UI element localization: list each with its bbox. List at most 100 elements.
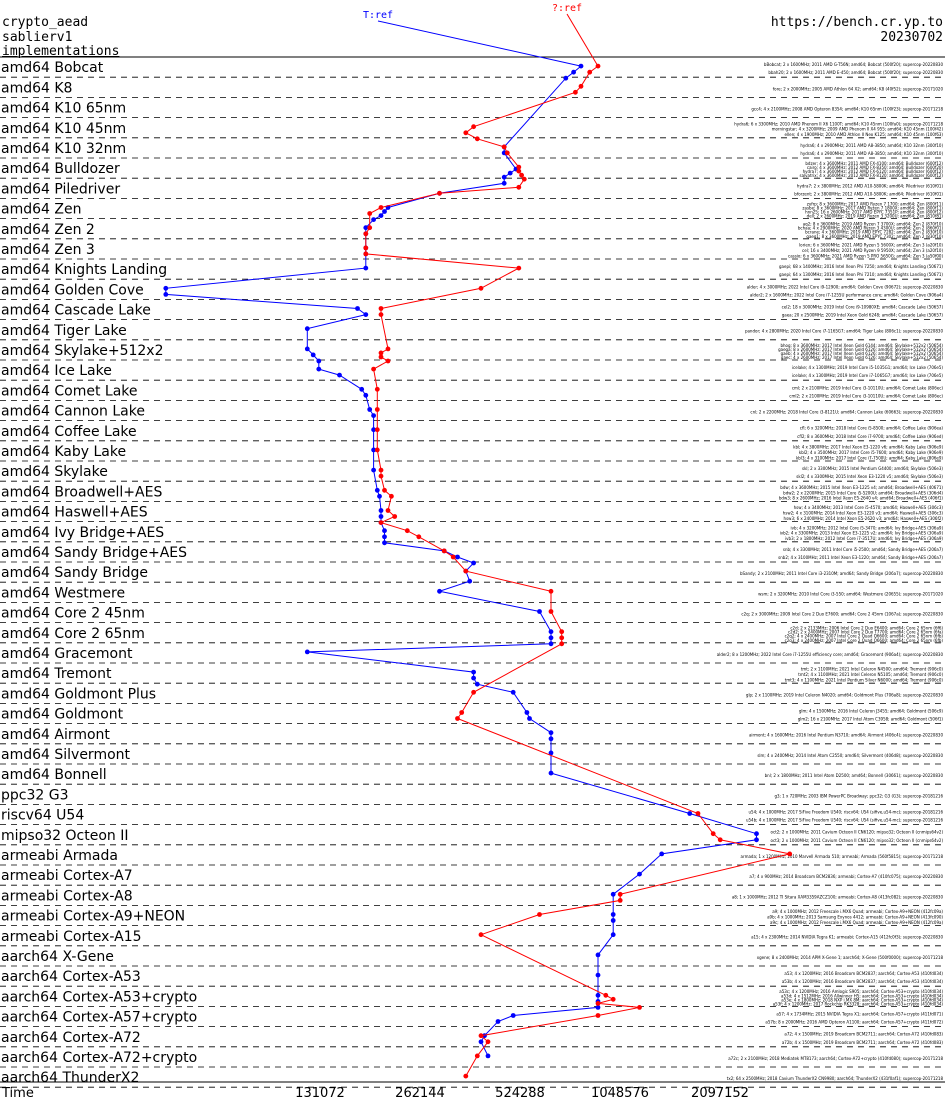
data-point [437,588,442,594]
machine-note: tmt; 2 x 1100MHz; 2021 Intel Celeron N45… [801,667,944,672]
data-point [363,312,369,317]
data-point [316,358,322,364]
x-tick-label: 2097152 [691,1086,749,1101]
series-line-0 [165,65,757,1057]
machine-note: g3; 1 x 720MHz; 2003 IBM PowerPC Broadwa… [774,793,943,798]
legend-label: ?:ref [552,3,582,14]
data-point [455,554,460,560]
row-label: mipso32 Octeon II [1,828,129,844]
data-point [474,681,480,687]
row-label: amd64 Piledriver [1,181,120,197]
machine-note: hydra6; 6 x 3300MHz; 2010 AMD Phenom II … [734,121,943,126]
data-point [787,851,793,857]
data-point [474,1053,480,1059]
machine-note: c2q3; 4 x 2400MHz; 2007 Intel Core 2 Qua… [785,638,944,643]
row-label: amd64 Skylake [1,464,108,480]
data-point [463,1073,469,1079]
legend-label: T:ref [363,10,393,21]
data-point [687,811,693,816]
machine-note: cairo; 4 x 3600MHz; 2012 AMD FX-8350; am… [807,165,944,170]
machine-note: a57; 4 x 1734MHz; 2015 NVIDIA Tegra X1; … [776,1011,943,1016]
machine-note: hsw; 4 x 3400MHz; 2013 Intel Core i5-457… [794,505,944,510]
machine-note: ivb; 4 x 3200MHz; 2012 Intel Core i5-347… [791,525,944,530]
machine-note: bdw; 4 x 3600MHz; 2015 Intel Xeon E3-122… [780,485,943,490]
data-point [371,447,376,453]
data-point [478,1039,484,1045]
row-label: aarch64 Cortex-A72 [1,1030,141,1046]
series-lines [163,63,793,1079]
machine-note: dell; 2 x 2600MHz; 2019 AMD Ryzen 3 3200… [807,214,944,219]
data-point [359,386,365,392]
machine-note: bdw2; 2 x 2200MHz; 2015 Intel Core i5-52… [783,490,943,495]
machine-note: bSandy; 2 x 2100MHz; 2011 Intel Core i3-… [740,571,943,576]
data-point [603,992,609,998]
data-point [371,413,376,418]
machine-note: armada; 1 x 1200MHz; 2010 Marvell Armada… [741,854,944,859]
data-point [337,372,342,378]
row-label: amd64 Core 2 65nm [1,626,145,642]
data-point [548,629,554,635]
algorithm-title: sablierv1 [2,30,72,45]
row-label: amd64 Comet Lake [1,383,138,399]
data-point [404,528,410,534]
data-point [617,898,623,903]
machine-note: gaepi; 68 x 1400MHz; 2016 Intel Xeon Phi… [779,264,943,269]
machine-note: bforzent; 2 x 3800MHz; 2012 AMD A10-5800… [794,191,943,196]
data-point [363,392,369,398]
row-label: amd64 Knights Landing [1,262,167,278]
data-point [316,366,322,372]
data-point [516,168,522,174]
row-label: amd64 Broadwell+AES [1,484,162,500]
machine-note: bnl; 2 x 1800MHz; 2011 Intel Atom D2500;… [765,773,944,778]
data-point [363,245,369,251]
machine-note: a72b; 4 x 1500MHz; 2019 Broadcom BCM2711… [782,1040,944,1045]
machine-note: gaeq1; 8 x 3600MHz; 2019 AMD EPYC 7302; … [806,234,943,239]
data-point [617,891,623,897]
data-point [595,952,601,958]
data-point [471,669,476,675]
data-point [537,609,542,614]
data-point [367,211,373,216]
row-label: amd64 Zen 2 [1,222,95,238]
machine-note: cassio; 6 x 3600MHz; 2021 AMD Ryzen 5 PR… [788,253,943,258]
row-label: aarch64 Cortex-A53 [1,969,141,985]
report-date: 20230702 [880,30,943,45]
data-point [371,366,376,372]
data-point [463,568,469,574]
machine-note: a53c; 4 x 1200MHz; 2016 Amlogic S905; aa… [779,989,943,994]
machine-note: bBobcat; 2 x 1600MHz; 2011 AMD G-T56N; a… [764,62,944,67]
row-label: armeabi Cortex-A9+NEON [1,909,185,925]
data-point [510,1013,516,1018]
data-point [504,150,510,156]
machine-note: gaega; 8 x 2600MHz; 2017 Intel Xeon Gold… [778,347,943,352]
machine-note: hydra7; 2 x 3800MHz; 2012 AMD A10-5800K;… [797,183,944,188]
data-point [610,996,616,1002]
data-point [587,69,593,75]
data-point [374,447,380,453]
machine-note: wsm; 2 x 3200MHz; 2010 Intel Core i3-550… [758,591,943,596]
row-label: amd64 Golden Cove [1,282,144,298]
data-point [548,750,554,756]
machine-note: alder2; 2 x 1600MHz; 2022 Intel Core i7-… [750,292,944,297]
data-point [559,629,565,635]
data-point [595,63,601,69]
data-point [501,144,507,150]
data-point [637,871,642,877]
machine-note: a57b; 8 x 2000MHz; 2016 AMD Opteron A110… [765,1020,943,1025]
data-point [374,487,380,493]
row-label: amd64 K10 65nm [1,101,126,117]
row-labels: amd64 Bobcat bBobcat; 2 x 1600MHz; 2011 A… [0,60,945,1088]
machine-note: snb; 4 x 3300MHz; 2011 Intel Core i5-250… [783,547,944,552]
machine-note: cfl; 6 x 3200MHz; 2018 Intel Core i5-850… [800,426,944,431]
machine-note: glp; 2 x 1100MHz; 2019 Intel Celeron N40… [746,692,944,697]
data-point [527,716,532,721]
machine-note: tmt2; 4 x 1100MHz; 2021 Intel Celeron N5… [798,672,943,677]
source-url[interactable]: https://bench.cr.yp.to [771,15,943,30]
data-point [754,837,759,843]
machine-note: c2d; 2 x 2133MHz; 2006 Intel Core 2 Duo … [790,626,943,631]
machine-note: a9; 4 x 1000MHz; 2012 Freescale i.MX6 Qu… [772,909,943,914]
machine-note: fore; 2 x 2000MHz; 2005 AMD Athlon 64 X2… [773,86,944,91]
machine-note: tx2; 64 x 2500MHz; 2018 Cavium ThunderX2… [727,1076,944,1081]
data-point [474,136,480,142]
